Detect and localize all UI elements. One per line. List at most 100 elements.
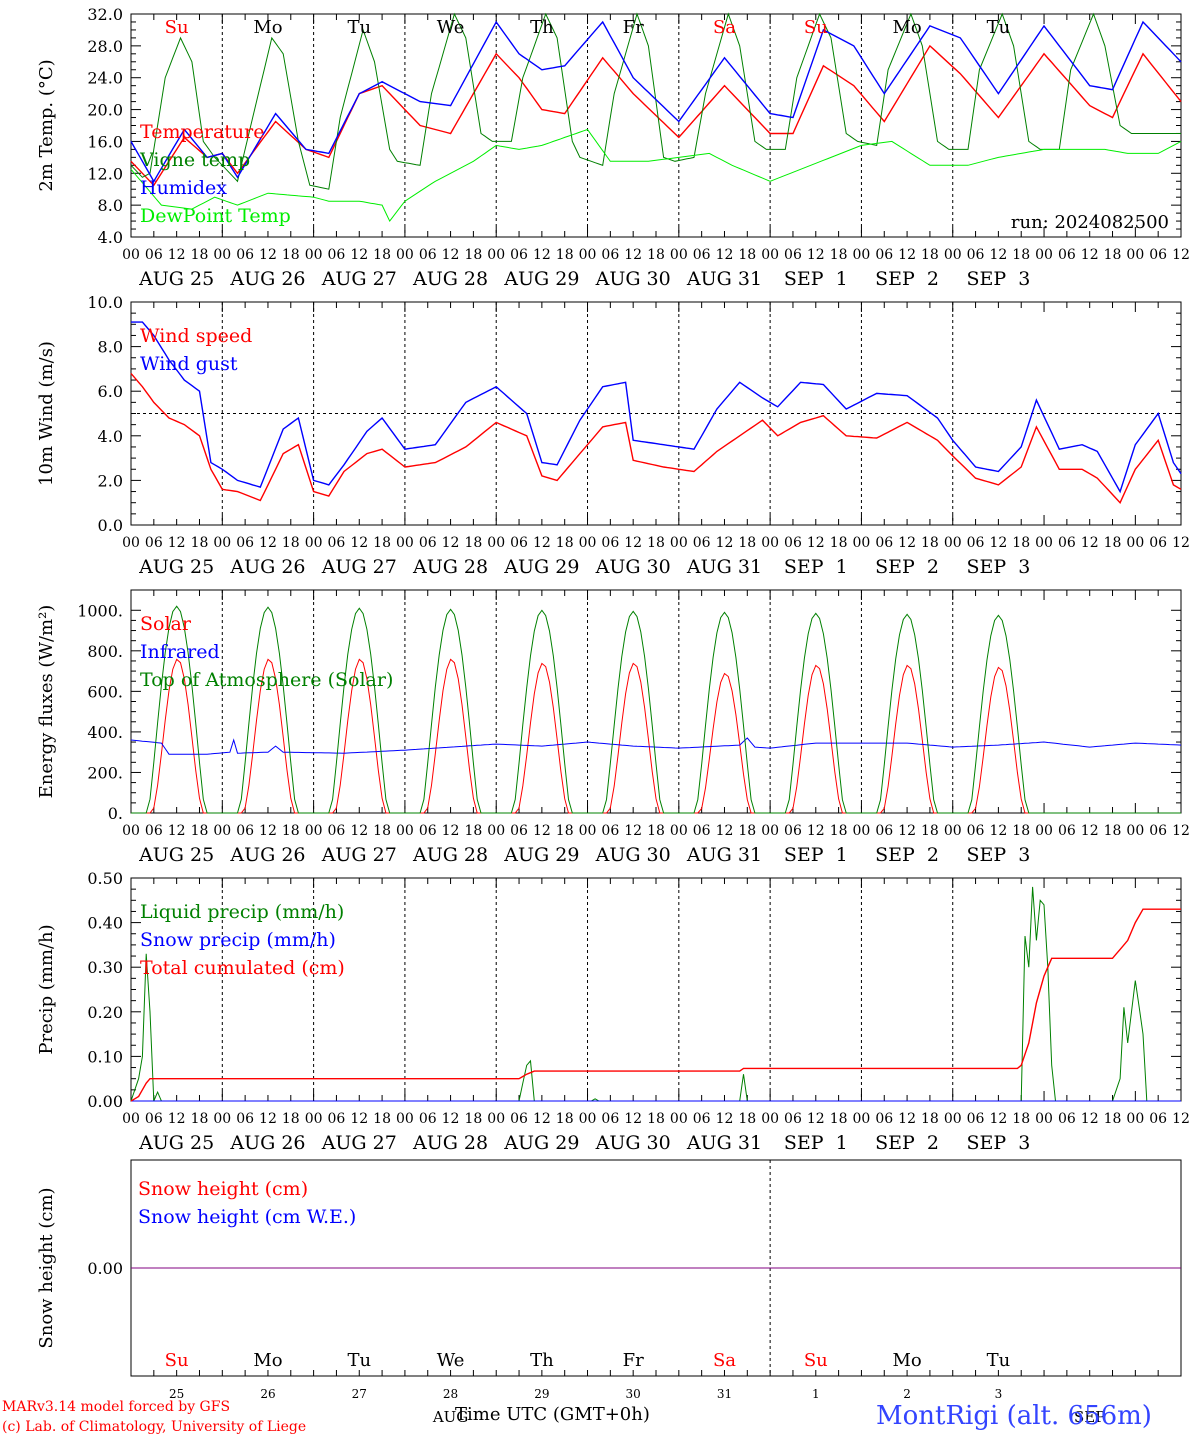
hour-tick-label: 18	[1012, 247, 1030, 263]
y-tick-label: 4.0	[98, 228, 123, 247]
month-label: SEP	[1074, 1408, 1105, 1426]
hour-tick-label: 12	[1172, 247, 1190, 263]
hour-tick-label: 00	[213, 535, 231, 551]
legend-entry: Top of Atmosphere (Solar)	[140, 669, 393, 691]
legend-entry: Total cumulated (cm)	[140, 957, 345, 979]
hour-tick-label: 06	[967, 247, 985, 263]
date-label: AUG 31	[686, 844, 762, 866]
hour-tick-label: 06	[784, 247, 802, 263]
date-label: AUG 28	[412, 268, 488, 290]
hour-tick-label: 18	[282, 1111, 300, 1127]
hour-tick-label: 18	[282, 823, 300, 839]
legend-entry: Snow height (cm)	[138, 1178, 308, 1200]
hour-tick-label: 00	[670, 823, 688, 839]
hour-tick-label: 00	[487, 535, 505, 551]
y-tick-label: 0.0	[98, 516, 123, 535]
hour-tick-label: 06	[236, 247, 254, 263]
hour-tick-label: 00	[213, 823, 231, 839]
day-name-label: Th	[530, 1350, 554, 1371]
y-tick-label: 32.0	[87, 5, 123, 24]
credit-line-2: (c) Lab. of Climatology, University of L…	[2, 1419, 307, 1435]
day-number-label: 27	[352, 1387, 367, 1401]
hour-tick-label: 12	[1081, 1111, 1099, 1127]
day-name-label: Sa	[713, 17, 736, 38]
hour-tick-label: 06	[145, 535, 163, 551]
day-number-label: 30	[626, 1387, 641, 1401]
hour-tick-label: 06	[693, 247, 711, 263]
hour-tick-label: 12	[168, 1111, 186, 1127]
hour-tick-label: 06	[328, 535, 346, 551]
y-tick-label: 28.0	[87, 37, 123, 56]
date-label: AUG 30	[595, 556, 671, 578]
day-name-label: Mo	[253, 17, 282, 38]
hour-tick-label: 00	[1126, 247, 1144, 263]
y-axis-label: 10m Wind (m/s)	[36, 341, 57, 486]
day-name-label: Su	[804, 17, 828, 38]
hour-tick-label: 12	[1081, 247, 1099, 263]
hour-tick-label: 06	[145, 823, 163, 839]
hour-tick-label: 12	[259, 535, 277, 551]
hour-tick-label: 18	[647, 823, 665, 839]
legend-entry: Humidex	[140, 177, 227, 199]
hour-tick-label: 12	[624, 535, 642, 551]
date-label: AUG 28	[412, 556, 488, 578]
hour-tick-label: 00	[1126, 823, 1144, 839]
date-label: AUG 31	[686, 268, 762, 290]
hour-tick-label: 18	[373, 823, 391, 839]
y-tick-label: 0.00	[87, 1259, 123, 1278]
date-label: SEP 1	[784, 556, 848, 578]
plot-frame	[130, 13, 1182, 238]
month-label: AUG	[432, 1408, 468, 1426]
y-tick-label: 0.	[108, 804, 123, 823]
hour-tick-label: 06	[510, 823, 528, 839]
hour-tick-label: 06	[601, 1111, 619, 1127]
hour-tick-label: 12	[533, 535, 551, 551]
hour-tick-label: 06	[601, 823, 619, 839]
hour-tick-label: 06	[328, 247, 346, 263]
hour-tick-label: 18	[738, 823, 756, 839]
date-label: SEP 2	[875, 268, 939, 290]
hour-tick-label: 18	[921, 823, 939, 839]
legend-entry: Solar	[140, 613, 192, 635]
hour-tick-label: 06	[1149, 535, 1167, 551]
y-tick-label: 24.0	[87, 69, 123, 88]
hour-tick-label: 00	[213, 1111, 231, 1127]
hour-tick-label: 12	[350, 247, 368, 263]
hour-tick-label: 00	[1035, 1111, 1053, 1127]
hour-tick-label: 18	[191, 247, 209, 263]
date-label: AUG 26	[229, 1132, 305, 1154]
panel-2: 10m Wind (m/s)	[36, 301, 1182, 526]
hour-tick-label: 06	[1058, 823, 1076, 839]
hour-tick-label: 18	[373, 247, 391, 263]
hour-tick-label: 00	[1126, 1111, 1144, 1127]
hour-tick-label: 18	[647, 535, 665, 551]
series-line-humidex	[130, 20, 1182, 183]
panel-1: 2m Temp. (°C)	[36, 12, 1182, 238]
y-tick-label: 0.50	[87, 869, 123, 888]
hour-tick-label: 18	[830, 247, 848, 263]
panel-5: Snow height (cm)	[36, 1159, 1182, 1377]
hour-tick-label: 18	[921, 535, 939, 551]
date-label: AUG 28	[412, 844, 488, 866]
hour-tick-label: 12	[716, 535, 734, 551]
panel-3: Energy fluxes (W/m²)	[36, 589, 1182, 814]
y-tick-label: 12.0	[87, 164, 123, 183]
hour-tick-label: 18	[738, 535, 756, 551]
y-tick-label: 0.00	[87, 1092, 123, 1111]
hour-tick-label: 06	[236, 823, 254, 839]
hour-tick-label: 00	[853, 247, 871, 263]
hour-tick-label: 12	[1172, 823, 1190, 839]
legend-entry: Snow precip (mm/h)	[140, 929, 336, 951]
legend-entry: Vigne temp	[139, 149, 250, 171]
hour-tick-label: 00	[670, 1111, 688, 1127]
day-number-label: 1	[812, 1387, 820, 1401]
hour-tick-label: 12	[168, 535, 186, 551]
legend-entry: Liquid precip (mm/h)	[140, 901, 344, 923]
hour-tick-label: 06	[419, 247, 437, 263]
y-tick-label: 200.	[87, 763, 123, 782]
day-name-label: We	[437, 1350, 465, 1371]
hour-tick-label: 18	[464, 1111, 482, 1127]
series-line-top-of-atmosphere-solar-	[131, 605, 1181, 814]
hour-tick-label: 06	[601, 247, 619, 263]
y-tick-label: 800.	[87, 642, 123, 661]
